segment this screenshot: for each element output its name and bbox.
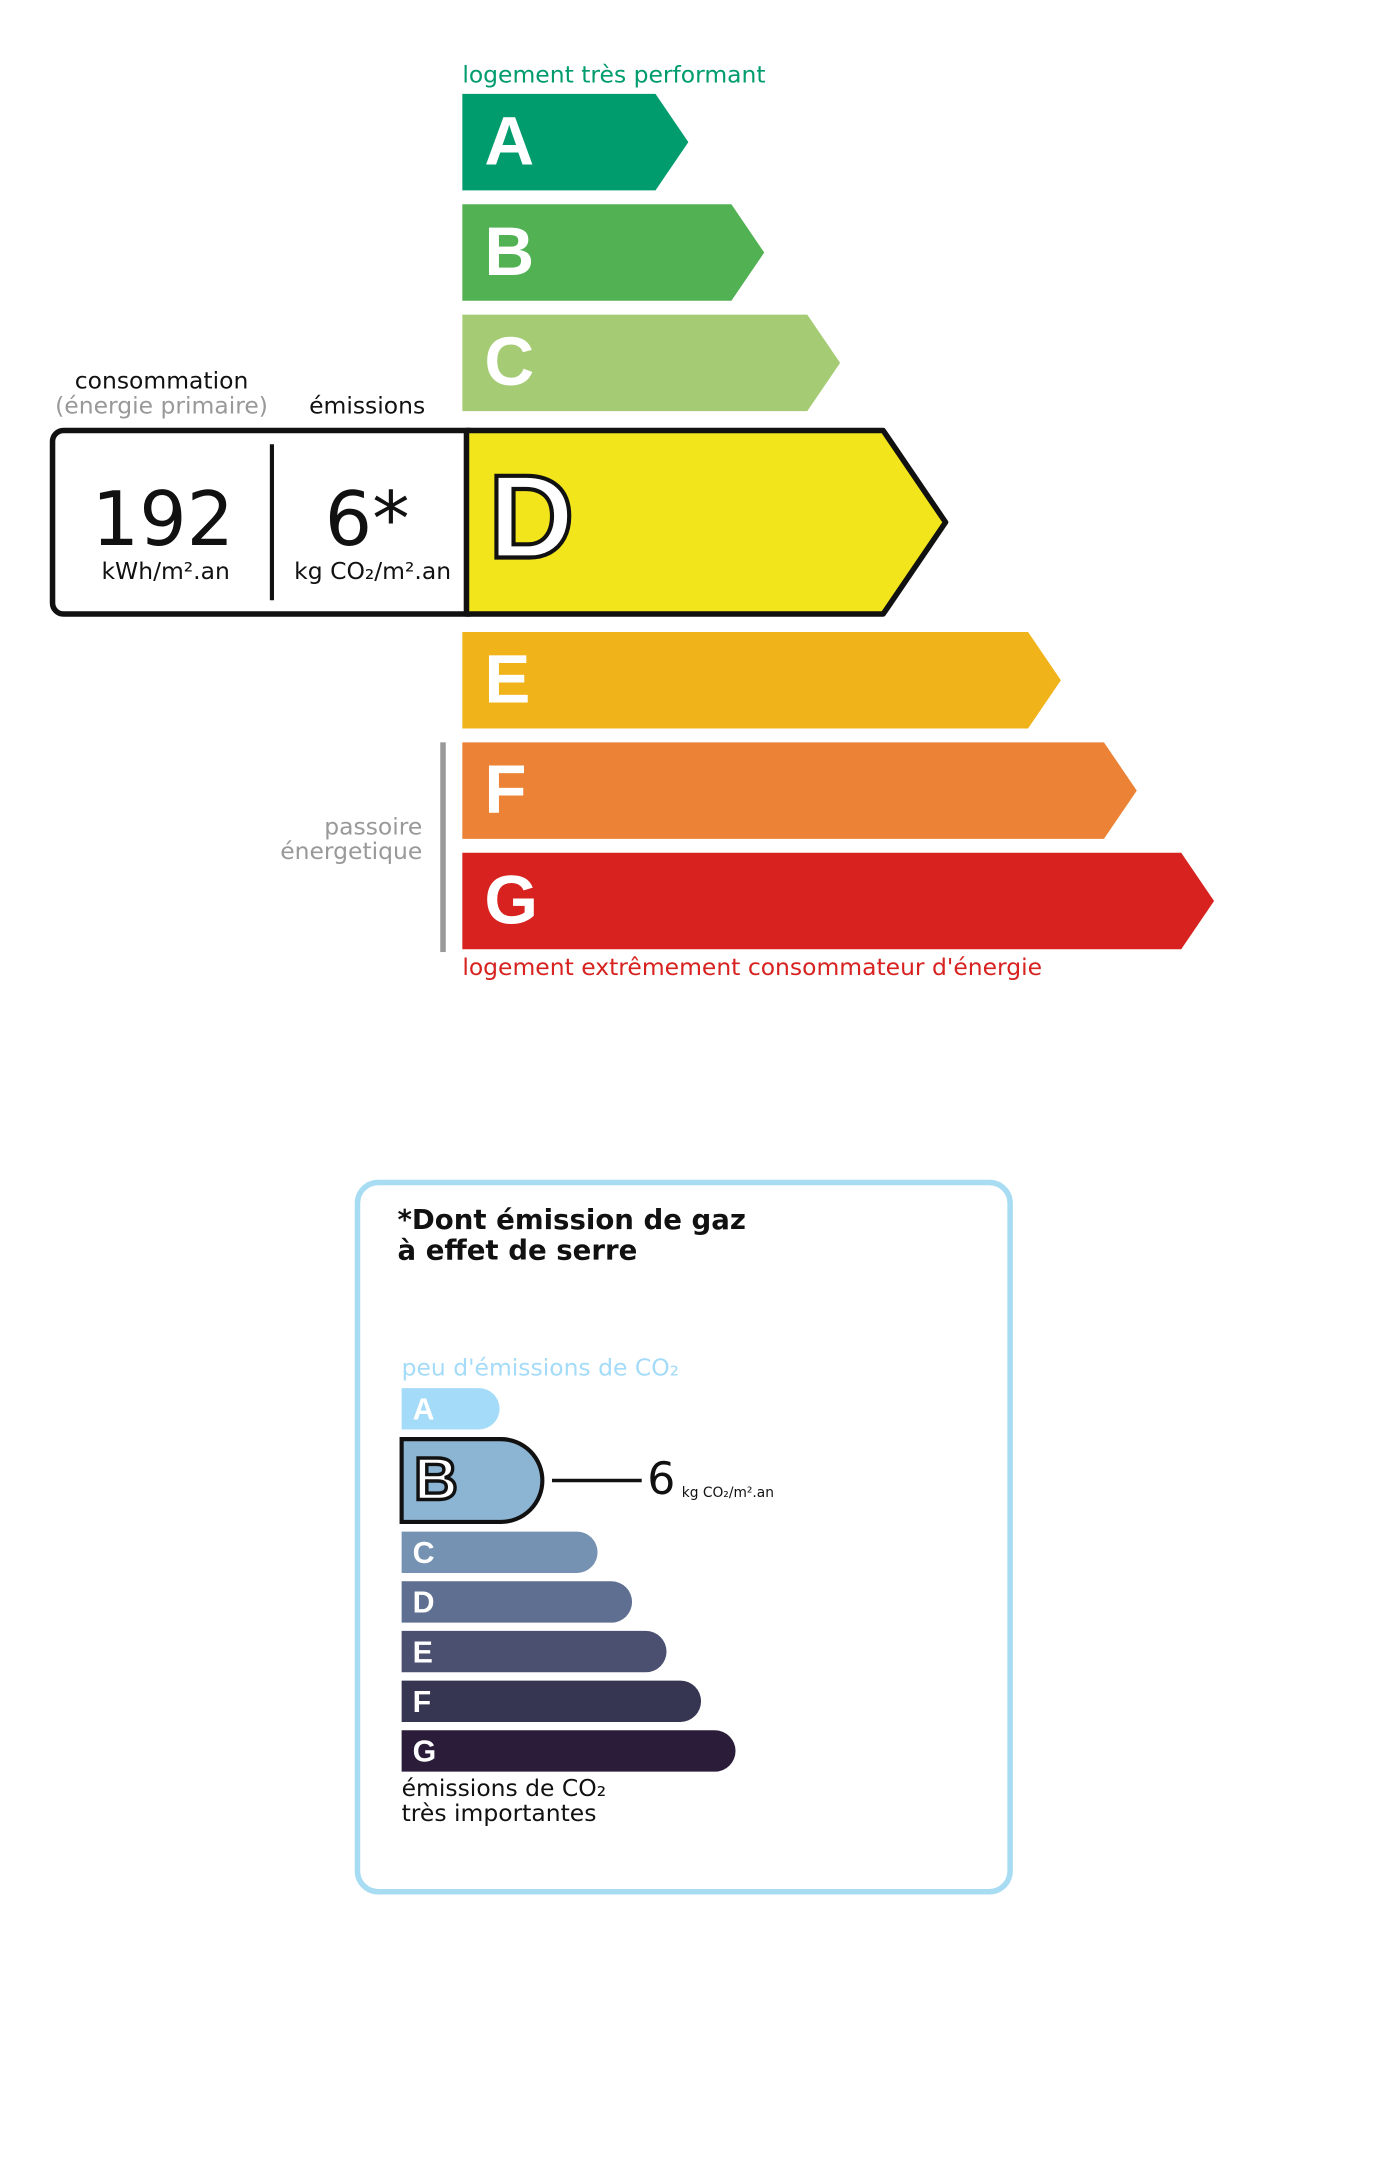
energy-class-letter: B: [484, 213, 534, 290]
ges-class-bar: [399, 1437, 545, 1524]
ges-class-bar: [401, 1531, 598, 1573]
consumption-value: 192: [92, 476, 234, 563]
ges-class-letter: A: [413, 1394, 435, 1427]
ges-bottom-label: émissions de CO₂: [402, 1774, 607, 1802]
ges-class-letter: B: [414, 1444, 458, 1512]
energy-class-arrow: [462, 631, 1061, 729]
energy-class-arrow: [462, 204, 765, 301]
emissions-unit: kg CO₂/m².an: [294, 557, 451, 585]
ges-top-label: peu d'émissions de CO₂: [402, 1353, 679, 1381]
ges-class-bar: [401, 1730, 736, 1772]
energy-class-arrow: [462, 852, 1215, 950]
ges-bottom-label: très importantes: [402, 1799, 597, 1827]
ges-value: 6: [647, 1454, 675, 1505]
consumption-title: consommation: [75, 367, 249, 395]
energy-class-arrow: [462, 314, 841, 412]
energy-class-arrow: [463, 427, 949, 617]
bottom-label: logement extrêmement consommateur d'éner…: [462, 953, 1042, 981]
sieve-label: énergetique: [280, 837, 422, 865]
energy-class-letter: F: [484, 751, 526, 828]
ges-class-bar: [401, 1630, 667, 1673]
ges-class-letter: C: [413, 1537, 435, 1570]
energy-class-letter: A: [484, 102, 534, 179]
sieve-label: passoire: [324, 812, 422, 840]
consumption-subtitle: (énergie primaire): [55, 392, 268, 420]
emissions-value: 6*: [325, 476, 410, 563]
top-label: logement très performant: [462, 60, 765, 88]
ges-class-letter: D: [413, 1587, 435, 1620]
ges-class-bar: [401, 1581, 633, 1623]
energy-class-arrow: [462, 93, 689, 191]
ges-class-bar: [401, 1388, 500, 1430]
energy-class-letter: D: [489, 452, 575, 584]
sieve-bar: [440, 742, 446, 953]
ges-title: à effet de serre: [397, 1233, 637, 1266]
energy-class-letter: C: [484, 323, 534, 400]
energy-class-arrow: [462, 742, 1137, 839]
ges-class-letter: F: [413, 1686, 432, 1719]
ges-unit: kg CO₂/m².an: [682, 1485, 774, 1501]
emissions-title: émissions: [309, 392, 425, 420]
ges-title: *Dont émission de gaz: [397, 1203, 745, 1236]
ges-class-bar: [401, 1680, 702, 1722]
consumption-unit: kWh/m².an: [101, 557, 229, 585]
ges-class-letter: E: [413, 1636, 433, 1669]
energy-class-letter: E: [484, 641, 530, 718]
energy-class-letter: G: [484, 861, 538, 938]
ges-class-letter: G: [413, 1736, 437, 1769]
